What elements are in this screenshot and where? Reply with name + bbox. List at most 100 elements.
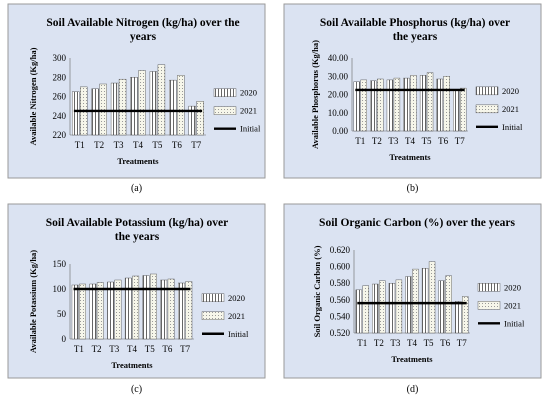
chart-panel-c: Soil Available Potassium (kg/ha) over the… xyxy=(7,203,266,379)
bar-2020-T2 xyxy=(370,80,377,132)
bar-2020-T4 xyxy=(403,77,410,132)
chart-title-line: the years xyxy=(115,231,160,243)
y-tick-label: 0.540 xyxy=(330,311,351,321)
bar-2021-T4 xyxy=(412,268,419,334)
bar-2021-T2 xyxy=(96,282,104,340)
bar-2020-T3 xyxy=(386,79,394,132)
chart-panel-a: Soil Available Nitrogen (kg/ha) over the… xyxy=(7,3,266,179)
chart-title-line: Soil Available Nitrogen (kg/ha) over the xyxy=(46,17,239,29)
x-axis-title: Treatments xyxy=(117,156,159,166)
x-axis-title: Treatments xyxy=(389,152,431,162)
y-tick-label: 0.580 xyxy=(330,278,351,288)
y-axis-title: Available Potassium (Kg/ha) xyxy=(28,250,38,353)
bar-2020-T2 xyxy=(372,283,379,334)
x-tick-label: T5 xyxy=(424,338,434,348)
x-tick-label: T3 xyxy=(388,136,398,146)
bar-2021-T5 xyxy=(157,64,166,136)
legend-swatch-s2020 xyxy=(475,86,499,96)
legend-label-s2020: 2020 xyxy=(228,293,245,303)
bar-2021-T7 xyxy=(196,101,204,136)
x-tick-label: T7 xyxy=(455,136,465,146)
y-tick-label: 100 xyxy=(53,284,67,294)
legend-label-s2021: 2021 xyxy=(228,311,245,321)
bar-2020-T1 xyxy=(353,81,360,132)
bar-2021-T5 xyxy=(428,261,436,334)
bar-2021-T6 xyxy=(177,75,185,136)
legend-label-initial: Initial xyxy=(228,329,249,339)
x-tick-label: T1 xyxy=(355,136,365,146)
bar-2021-T1 xyxy=(79,283,86,340)
legend: 2020 2021 Initial xyxy=(477,282,525,328)
bar-2021-T3 xyxy=(118,78,127,136)
x-tick-label: T7 xyxy=(180,344,190,354)
legend-swatch-s2020 xyxy=(477,283,501,292)
x-tick-label: T3 xyxy=(390,338,400,348)
bar-2021-T6 xyxy=(445,275,452,334)
y-axis-title: Available Nitrogen (Kg/ha) xyxy=(28,47,38,145)
bar-2021-T3 xyxy=(395,279,403,334)
x-tick-label: T1 xyxy=(357,338,367,348)
x-tick-label: T6 xyxy=(162,344,172,354)
bar-2021-T6 xyxy=(443,76,450,132)
y-tick-label: 0.520 xyxy=(330,328,351,338)
legend-swatch-s2021 xyxy=(201,311,225,320)
legend-label-s2021: 2021 xyxy=(504,300,521,310)
legend-label-s2020: 2020 xyxy=(504,282,521,292)
x-tick-label: T3 xyxy=(114,140,124,150)
legend: 2020 2021 Initial xyxy=(475,86,523,132)
bar-2020-T1 xyxy=(71,284,79,340)
bar-2021-T7 xyxy=(460,87,467,132)
caption-c: (c) xyxy=(131,384,142,395)
y-tick-label: 300 xyxy=(53,53,67,63)
chart-title-line: the years xyxy=(393,31,438,43)
bar-2020-T5 xyxy=(142,275,150,340)
x-tick-label: T7 xyxy=(191,140,201,150)
bar-2020-T2 xyxy=(89,283,97,340)
legend: 2020 2021 Initial xyxy=(201,293,249,339)
x-tick-label: T1 xyxy=(75,140,85,150)
bar-2021-T1 xyxy=(362,285,369,334)
y-tick-label: 280 xyxy=(53,72,67,82)
bar-2020-T7 xyxy=(178,282,185,340)
bar-2020-T6 xyxy=(169,79,177,136)
y-axis-title: Soil Organic Carbon (%) xyxy=(312,245,322,337)
y-tick-label: 240 xyxy=(53,111,67,121)
chart-panel-b: Soil Available Phosphorus (kg/ha) over th… xyxy=(283,3,542,179)
x-axis-title: Treatments xyxy=(391,354,433,364)
bar-2020-T4 xyxy=(130,77,138,136)
caption-b: (b) xyxy=(407,183,419,194)
chart-title-line: Soil Available Potassium (kg/ha) over xyxy=(46,217,229,229)
x-tick-label: T2 xyxy=(374,338,384,348)
bar-2021-T4 xyxy=(410,75,417,132)
bar-2021-T4 xyxy=(132,275,140,340)
bar-2020-T4 xyxy=(405,276,412,334)
bar-2020-T1 xyxy=(72,91,80,136)
bar-2020-T6 xyxy=(438,280,445,334)
legend-label-initial: Initial xyxy=(504,318,525,328)
bar-2020-T5 xyxy=(149,71,158,136)
bar-2021-T2 xyxy=(99,83,107,136)
bar-2021-T1 xyxy=(360,79,367,132)
bar-2020-T6 xyxy=(160,279,168,340)
x-tick-label: T7 xyxy=(457,338,467,348)
x-tick-label: T5 xyxy=(145,344,155,354)
legend-label-initial: Initial xyxy=(240,124,261,134)
x-tick-label: T1 xyxy=(74,344,84,354)
bar-2020-T4 xyxy=(124,277,132,340)
y-tick-label: 0.00 xyxy=(332,126,348,136)
x-tick-label: T6 xyxy=(438,136,448,146)
x-tick-label: T6 xyxy=(440,338,450,348)
bar-2020-T1 xyxy=(355,289,362,334)
legend-swatch-s2021 xyxy=(475,104,499,114)
chart-title-line: years xyxy=(130,31,157,43)
bar-2020-T3 xyxy=(107,281,114,340)
bar-2021-T2 xyxy=(379,280,386,334)
y-tick-label: 50 xyxy=(57,309,67,319)
x-tick-label: T2 xyxy=(372,136,382,146)
x-tick-label: T5 xyxy=(422,136,432,146)
x-axis-title: Treatments xyxy=(111,360,153,370)
bar-2021-T4 xyxy=(138,70,146,136)
x-tick-label: T4 xyxy=(405,136,415,146)
bar-2021-T7 xyxy=(185,281,193,340)
